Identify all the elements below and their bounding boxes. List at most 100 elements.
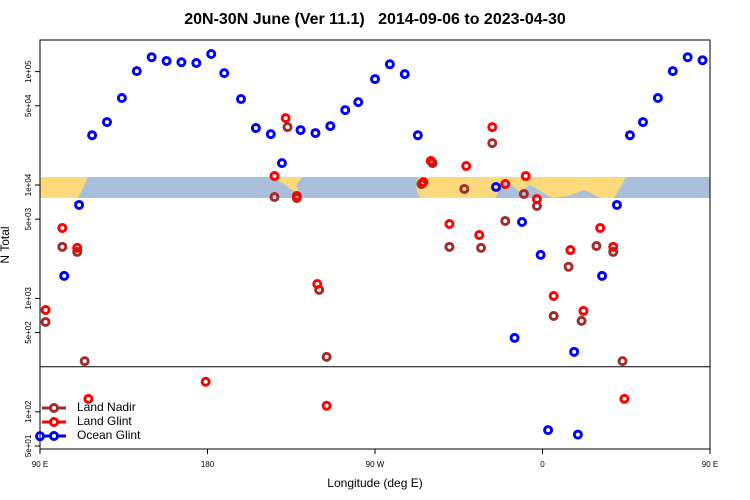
legend-marker [49, 403, 59, 413]
point [578, 305, 589, 316]
point [444, 241, 455, 252]
point [624, 130, 635, 141]
point [200, 376, 211, 387]
point [269, 192, 280, 203]
point [572, 429, 583, 440]
point [476, 242, 487, 253]
point [236, 94, 246, 105]
point [176, 57, 187, 68]
point [682, 52, 693, 63]
point [412, 130, 423, 141]
point [40, 316, 51, 327]
point [591, 240, 602, 251]
point [321, 400, 332, 411]
point [487, 138, 498, 149]
x-tick-label: 180 [201, 460, 215, 469]
point [321, 351, 332, 362]
point [611, 199, 622, 210]
point [444, 219, 455, 230]
point [490, 182, 501, 193]
point [569, 346, 580, 357]
point [652, 93, 663, 104]
point [418, 177, 429, 188]
point [87, 130, 98, 141]
point [40, 305, 51, 316]
point [340, 105, 351, 116]
x-tick-label: 90 E [32, 460, 48, 469]
land [270, 177, 302, 193]
point [191, 58, 202, 69]
legend-marker [49, 417, 59, 427]
point [509, 332, 520, 343]
point [295, 125, 306, 136]
land [40, 177, 88, 198]
point [543, 425, 554, 436]
point [265, 129, 276, 140]
y-tick-label: 5e+02 [24, 321, 33, 344]
point [291, 191, 302, 202]
y-tick-label: 1e+02 [24, 400, 33, 423]
chart-title: 20N-30N June (Ver 11.1) 2014-09-06 to 20… [184, 11, 566, 28]
point [667, 66, 678, 77]
point [131, 66, 142, 77]
point [474, 230, 485, 241]
point [531, 193, 542, 204]
legend-marker [49, 431, 59, 441]
point [548, 291, 559, 302]
point [500, 215, 511, 226]
point [310, 128, 321, 139]
point [565, 245, 576, 256]
point [312, 279, 323, 290]
point [518, 188, 529, 199]
point [206, 48, 217, 59]
point [219, 68, 230, 79]
point [116, 93, 127, 104]
x-tick-label: 90 W [366, 460, 385, 469]
point [74, 199, 85, 210]
point [563, 261, 574, 272]
point [517, 216, 528, 227]
point [459, 184, 470, 195]
point [520, 171, 531, 182]
legend-label: Land Nadir [77, 400, 136, 414]
point [280, 113, 291, 124]
point [276, 158, 287, 169]
point [697, 55, 708, 66]
y-tick-label: 5e+04 [24, 94, 33, 117]
point [597, 270, 608, 281]
point [57, 222, 68, 233]
point [83, 393, 94, 404]
point [399, 69, 410, 80]
point [370, 74, 380, 85]
point [353, 97, 364, 108]
point [638, 117, 648, 128]
point [535, 249, 546, 260]
point [608, 246, 619, 257]
point [425, 155, 436, 166]
point [59, 270, 70, 281]
point [487, 122, 498, 133]
point [548, 310, 559, 321]
legend-label: Land Glint [77, 414, 132, 428]
point [57, 241, 68, 252]
y-tick-label: 1e+04 [24, 173, 33, 196]
x-tick-label: 0 [540, 460, 545, 469]
point [461, 161, 472, 172]
point [500, 179, 511, 190]
point [576, 315, 587, 326]
land [416, 177, 626, 198]
point [269, 171, 280, 182]
point [102, 117, 112, 128]
point [595, 222, 606, 233]
legend-label: Ocean Glint [77, 428, 141, 442]
y-tick-label: 1e+03 [24, 287, 33, 310]
map-strip [40, 177, 710, 198]
y-tick-label: 5e+03 [24, 207, 33, 230]
point [72, 246, 83, 257]
point [619, 393, 630, 404]
point [250, 123, 261, 134]
y-tick-label: 1e+05 [24, 60, 33, 83]
point [384, 59, 395, 70]
x-tick-label: 90 E [702, 460, 718, 469]
